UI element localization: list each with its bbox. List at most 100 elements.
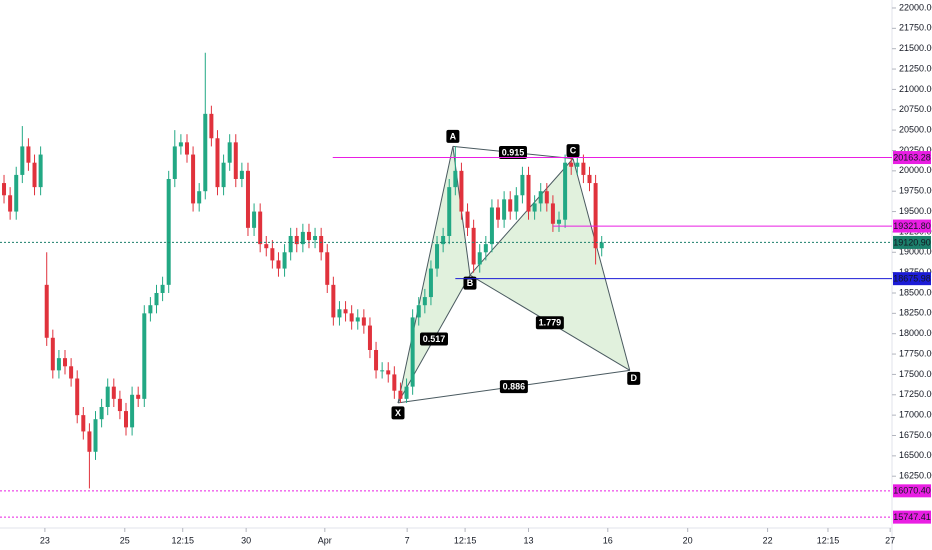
candle-body <box>282 252 287 269</box>
point-box <box>627 371 641 385</box>
price-label: 18675.98 <box>893 274 931 284</box>
point-label: B <box>467 278 474 288</box>
candle-body <box>538 191 543 204</box>
y-tick-label: 20250.00 <box>899 145 932 155</box>
candle-body <box>343 309 348 314</box>
candle-body <box>50 337 55 371</box>
y-tick-label: 21250.00 <box>899 63 932 73</box>
pattern-fill <box>398 146 470 403</box>
candle-body <box>191 154 196 204</box>
y-tick-label: 17250.00 <box>899 389 932 399</box>
pattern-leg <box>397 146 454 404</box>
candle-body <box>453 170 458 188</box>
candle-body <box>319 235 324 253</box>
y-tick-label: 21750.00 <box>899 23 932 33</box>
y-tick-label: 16500.00 <box>899 450 932 460</box>
candle-body <box>123 411 128 428</box>
y-tick-label: 20500.00 <box>899 125 932 135</box>
x-tick-label: 22 <box>763 535 773 545</box>
candle-body <box>142 313 147 399</box>
y-tick-label: 19500.00 <box>899 206 932 216</box>
candle-body <box>276 260 281 269</box>
candle-body <box>325 252 330 285</box>
point-label: X <box>395 408 401 418</box>
candle-body <box>56 358 61 371</box>
point-box <box>566 144 580 158</box>
candle-body <box>288 235 293 253</box>
candle-body <box>514 195 519 212</box>
price-label-box <box>893 219 931 233</box>
candle-body <box>508 199 513 212</box>
pattern-leg <box>469 158 574 276</box>
ratio-label: 0.915 <box>502 147 525 157</box>
x-tick-label: 13 <box>524 535 534 545</box>
candle-body <box>8 195 13 212</box>
candle-body <box>14 174 19 212</box>
candle-body <box>489 207 494 245</box>
candle-body <box>63 358 68 367</box>
candle-body <box>148 305 153 314</box>
x-tick-label: 30 <box>241 535 251 545</box>
price-label: 19120.90 <box>893 237 931 247</box>
y-tick-label: 17750.00 <box>899 348 932 358</box>
candle-body <box>75 378 80 416</box>
price-label-box <box>893 272 931 286</box>
candle-body <box>581 162 586 175</box>
candle-body <box>160 284 165 293</box>
candle-body <box>416 305 421 318</box>
candle-body <box>447 187 452 236</box>
point-box <box>446 129 460 143</box>
candle-body <box>227 142 232 163</box>
x-tick-label: 12:15 <box>454 535 477 545</box>
candle-body <box>221 162 226 188</box>
candle-body <box>215 138 220 188</box>
x-tick-label: 12:15 <box>171 535 194 545</box>
y-tick-label: 18500.00 <box>899 287 932 297</box>
ratio-box <box>535 316 564 330</box>
x-tick-label: 27 <box>885 535 895 545</box>
price-label: 20163.28 <box>893 152 931 162</box>
candle-body <box>136 394 141 399</box>
candle-body <box>502 199 507 220</box>
candle-body <box>557 219 562 224</box>
candle-body <box>483 244 488 253</box>
candle-body <box>386 370 391 375</box>
candle-body <box>544 191 549 204</box>
y-tick-label: 19000.00 <box>899 247 932 257</box>
candle-body <box>87 431 92 452</box>
candle-body <box>404 386 409 399</box>
candle-body <box>197 191 202 204</box>
candle-body <box>471 227 476 265</box>
candle-body <box>245 170 250 228</box>
x-tick-label: 16 <box>603 535 613 545</box>
candle-body <box>563 162 568 220</box>
x-tick-label: 7 <box>405 535 410 545</box>
candle-body <box>593 183 598 249</box>
ratio-box <box>419 332 448 346</box>
candle-body <box>355 317 360 322</box>
candle-body <box>349 313 354 322</box>
candle-body <box>294 235 299 245</box>
ratio-label: 0.886 <box>503 382 526 392</box>
y-tick-label: 18250.00 <box>899 308 932 318</box>
point-label: C <box>570 146 577 156</box>
x-tick-label: 12:15 <box>817 535 840 545</box>
candle-body <box>105 386 110 407</box>
y-tick-label: 17000.00 <box>899 410 932 420</box>
candle-body <box>32 162 37 188</box>
candle-body <box>496 207 501 220</box>
price-label-box <box>893 235 931 249</box>
y-tick-label: 17500.00 <box>899 369 932 379</box>
x-tick-label: 20 <box>683 535 693 545</box>
y-tick-label: 20750.00 <box>899 104 932 114</box>
x-tick-label: 23 <box>40 535 50 545</box>
candle-body <box>599 242 604 249</box>
price-label: 19321.80 <box>893 221 931 231</box>
candle-body <box>532 203 537 212</box>
candle-body <box>374 349 379 371</box>
point-label: D <box>631 373 638 383</box>
candle-body <box>526 174 531 212</box>
